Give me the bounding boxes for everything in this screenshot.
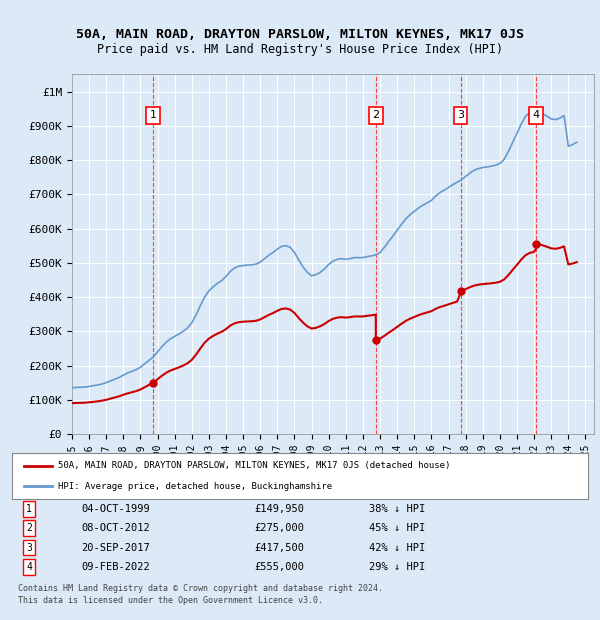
Text: 1: 1 (150, 110, 157, 120)
Text: 08-OCT-2012: 08-OCT-2012 (81, 523, 150, 533)
Text: 4: 4 (26, 562, 32, 572)
Text: 1: 1 (26, 504, 32, 514)
Text: 29% ↓ HPI: 29% ↓ HPI (369, 562, 425, 572)
Text: 3: 3 (26, 542, 32, 552)
Text: £555,000: £555,000 (254, 562, 304, 572)
Text: 09-FEB-2022: 09-FEB-2022 (81, 562, 150, 572)
Text: 2: 2 (26, 523, 32, 533)
Text: 04-OCT-1999: 04-OCT-1999 (81, 504, 150, 514)
Text: 38% ↓ HPI: 38% ↓ HPI (369, 504, 425, 514)
Text: Price paid vs. HM Land Registry's House Price Index (HPI): Price paid vs. HM Land Registry's House … (97, 43, 503, 56)
Text: 50A, MAIN ROAD, DRAYTON PARSLOW, MILTON KEYNES, MK17 0JS (detached house): 50A, MAIN ROAD, DRAYTON PARSLOW, MILTON … (58, 461, 451, 470)
Text: 2: 2 (372, 110, 379, 120)
Text: HPI: Average price, detached house, Buckinghamshire: HPI: Average price, detached house, Buck… (58, 482, 332, 490)
Text: 42% ↓ HPI: 42% ↓ HPI (369, 542, 425, 552)
Text: £149,950: £149,950 (254, 504, 304, 514)
Text: 45% ↓ HPI: 45% ↓ HPI (369, 523, 425, 533)
Text: 3: 3 (457, 110, 464, 120)
Text: Contains HM Land Registry data © Crown copyright and database right 2024.: Contains HM Land Registry data © Crown c… (18, 584, 383, 593)
Text: £275,000: £275,000 (254, 523, 304, 533)
Text: 20-SEP-2017: 20-SEP-2017 (81, 542, 150, 552)
Text: 4: 4 (532, 110, 539, 120)
Text: This data is licensed under the Open Government Licence v3.0.: This data is licensed under the Open Gov… (18, 596, 323, 606)
Text: 50A, MAIN ROAD, DRAYTON PARSLOW, MILTON KEYNES, MK17 0JS: 50A, MAIN ROAD, DRAYTON PARSLOW, MILTON … (76, 28, 524, 41)
Text: £417,500: £417,500 (254, 542, 304, 552)
